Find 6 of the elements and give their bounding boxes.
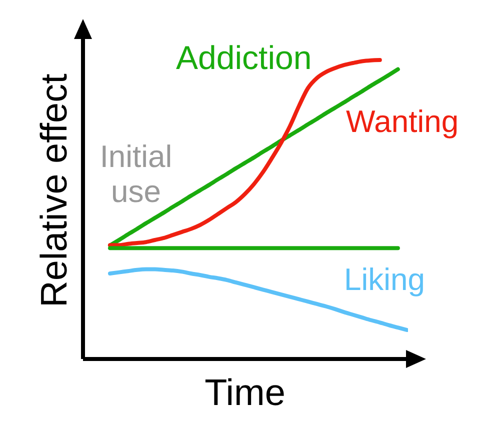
annotation: Initial use xyxy=(98,139,174,209)
y-axis-title: Relative effect xyxy=(34,72,74,309)
series-label: Liking xyxy=(344,262,425,297)
series-label: Wanting xyxy=(346,104,459,139)
x-axis-title: Time xyxy=(204,372,286,413)
series-label: Addiction xyxy=(176,39,312,76)
